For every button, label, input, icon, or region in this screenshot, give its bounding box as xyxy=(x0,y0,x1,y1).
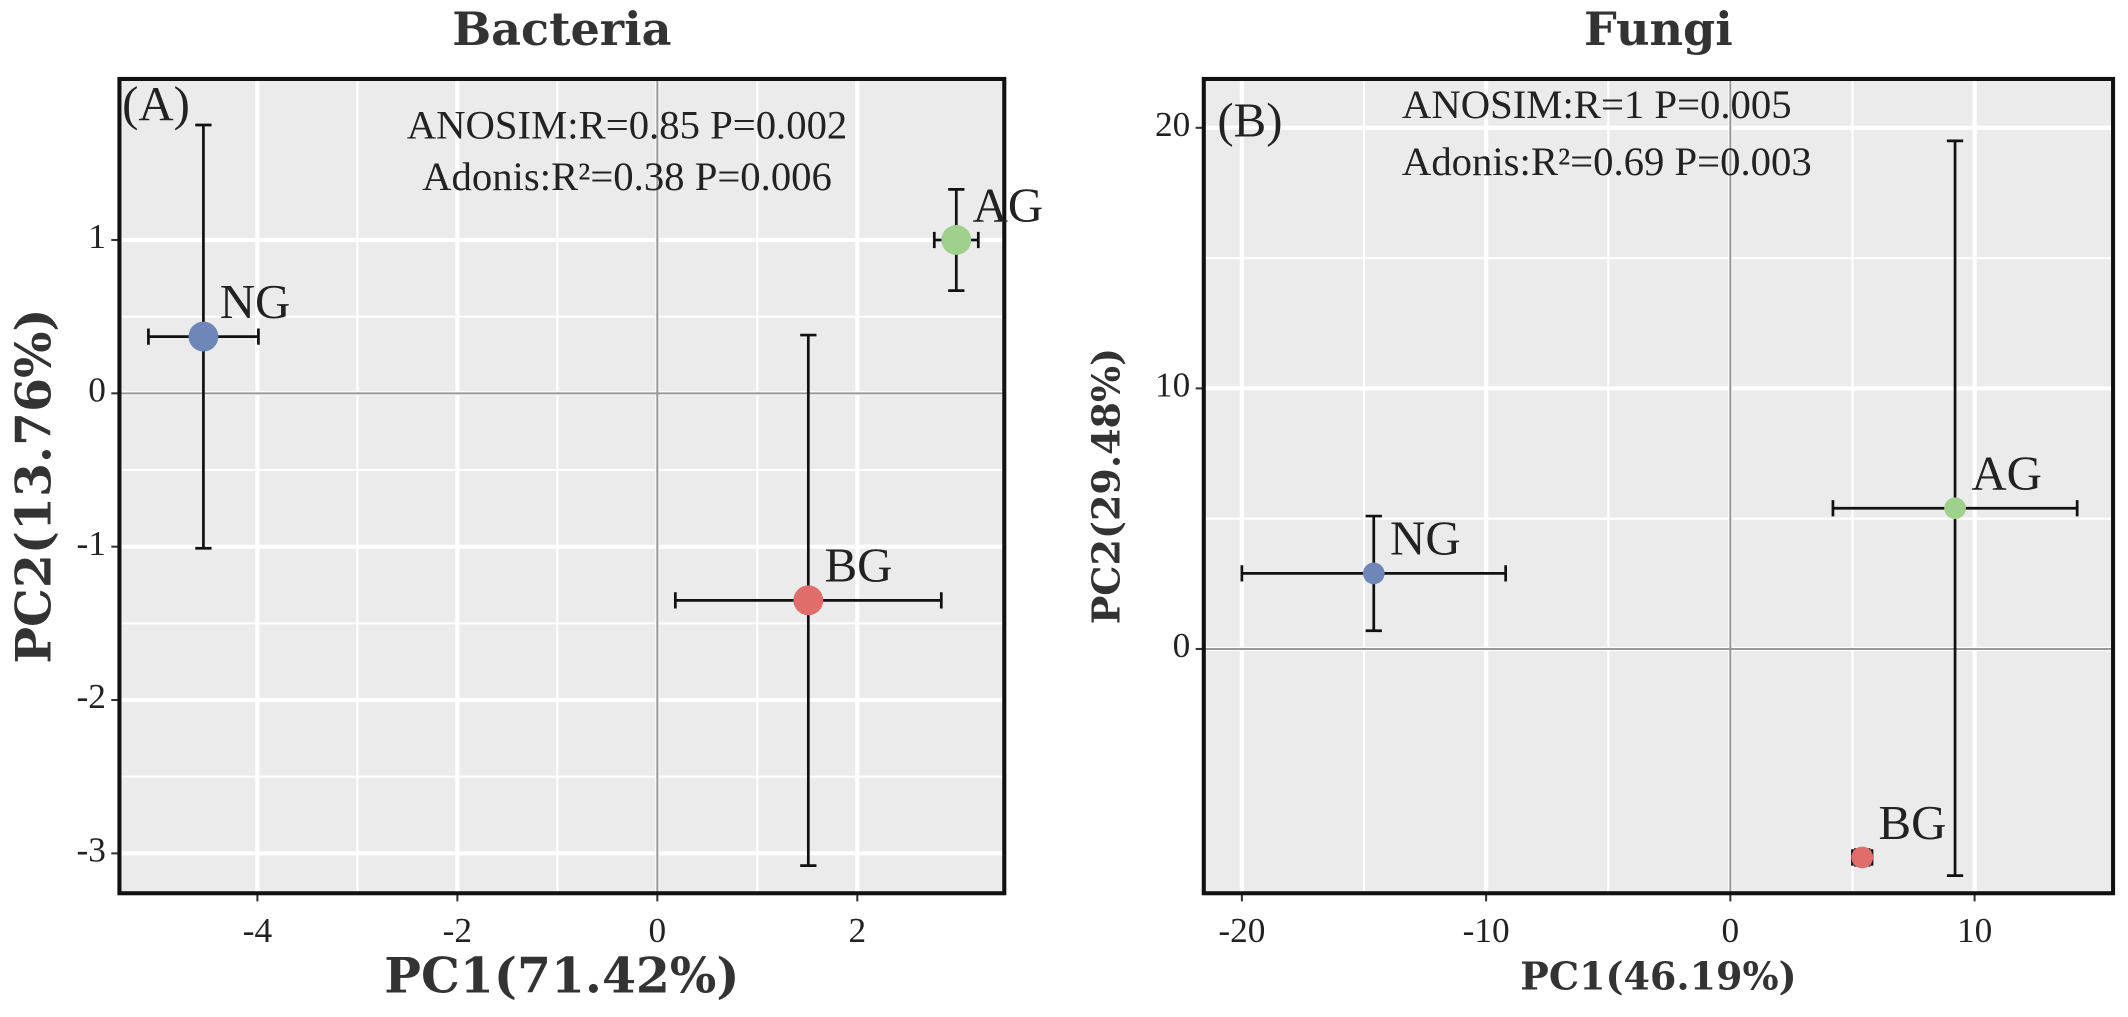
y-tick-label: 10 xyxy=(1155,365,1190,404)
point-label: NG xyxy=(1390,511,1461,566)
x-tick-label: 2 xyxy=(848,911,866,950)
x-axis-label: PC1(46.19%) xyxy=(1520,954,1796,999)
y-axis-label: PC2(13.76%) xyxy=(4,309,62,664)
y-tick-label: 0 xyxy=(1173,626,1191,665)
y-tick-label: -2 xyxy=(76,677,105,716)
x-tick-label: -4 xyxy=(243,911,273,950)
plot-background xyxy=(119,78,1005,894)
point xyxy=(188,321,219,352)
x-tick-label: 0 xyxy=(1722,911,1740,950)
x-tick-label: -10 xyxy=(1463,911,1510,950)
point-label: BG xyxy=(1879,795,1947,850)
plot-border xyxy=(117,76,1007,896)
y-tick-label: -3 xyxy=(76,830,105,869)
point-label: AG xyxy=(973,177,1044,232)
annotation: ANOSIM:R=0.85 P=0.002 xyxy=(407,103,848,148)
point xyxy=(1944,497,1966,520)
panel-label: (B) xyxy=(1217,92,1282,147)
y-tick-label: 1 xyxy=(88,217,106,256)
point xyxy=(793,585,824,616)
y-tick-label: -1 xyxy=(76,524,105,563)
y-tick-label: 0 xyxy=(88,370,106,409)
point xyxy=(941,225,972,255)
x-tick-label: 0 xyxy=(649,911,667,950)
y-tick-label: 20 xyxy=(1155,105,1190,144)
x-axis-label: PC1(71.42%) xyxy=(384,947,739,1005)
x-tick-label: -20 xyxy=(1218,911,1265,950)
point-label: AG xyxy=(1971,446,2042,501)
annotation: ANOSIM:R=1 P=0.005 xyxy=(1402,82,1792,127)
plot-border xyxy=(1201,76,2116,896)
x-tick-label: 10 xyxy=(1957,911,1992,950)
plot-background xyxy=(1203,78,2114,894)
panel-label: (A) xyxy=(122,76,190,131)
chart-title: Bacteria xyxy=(452,2,671,56)
y-axis-label: PC2(29.48%) xyxy=(1084,348,1129,624)
point xyxy=(1851,846,1874,869)
point-label: NG xyxy=(220,274,291,329)
annotation: Adonis:R²=0.38 P=0.006 xyxy=(422,154,832,199)
point-label: BG xyxy=(825,538,893,593)
chart-title: Fungi xyxy=(1584,2,1733,56)
annotation: Adonis:R²=0.69 P=0.003 xyxy=(1402,139,1812,184)
point xyxy=(1362,562,1385,585)
x-tick-label: -2 xyxy=(443,911,472,950)
